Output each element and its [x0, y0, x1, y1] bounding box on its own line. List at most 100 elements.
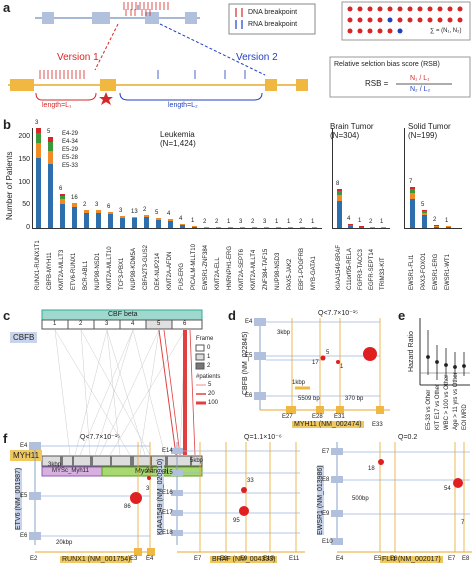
patients-title: #patients	[196, 374, 221, 380]
solid-segment	[410, 193, 415, 200]
frame-2: 2	[207, 363, 211, 369]
leukemia-bar	[84, 209, 89, 228]
panel-label-d: d	[228, 308, 236, 323]
brain-segment	[348, 225, 353, 228]
b-yaxis	[32, 128, 33, 228]
leukemia-bar	[216, 227, 221, 228]
b-ytick: 200	[18, 133, 30, 141]
leukemia-value-label: 13	[131, 208, 138, 215]
b-brain-yaxis	[332, 128, 333, 228]
leukemia-segment	[156, 218, 161, 220]
panel-label-e: e	[398, 308, 406, 323]
patients-5: 5	[208, 382, 212, 388]
leukemia-value-label: 6	[107, 204, 111, 211]
leukemia-value-label: 2	[143, 207, 147, 214]
f2-junction-plot	[171, 442, 305, 553]
leukemia-bar	[204, 227, 209, 228]
leukemia-bar	[60, 193, 65, 228]
f3-ex-0: E4	[336, 556, 344, 562]
leukemia-segment	[60, 195, 65, 200]
patients-100: 100	[208, 400, 219, 406]
rsb-label: RSB =	[365, 79, 389, 88]
f2-ey-2: E16	[162, 490, 173, 496]
myh11-gene-label: MYH11	[10, 450, 43, 461]
leukemia-segment	[60, 199, 65, 205]
f3-scale1: 500bp	[352, 496, 369, 502]
sum-label: ∑ = (N₁, N₂)	[430, 28, 462, 34]
length1-label: length=L₁	[42, 102, 72, 109]
leukemia-segment	[312, 227, 317, 228]
brain-title: Brain Tumor	[330, 122, 374, 131]
f1-n22: 22	[146, 468, 153, 474]
dna-breakpoint-arrows	[123, 2, 169, 16]
solid-segment	[410, 199, 415, 228]
leukemia-bar	[264, 226, 269, 228]
f1-junction-plot	[29, 442, 155, 556]
brain-bar	[359, 226, 364, 228]
f1-ex-2: E4	[146, 556, 154, 562]
panel-label-c: c	[3, 308, 11, 323]
f3-ex-2: E6	[390, 556, 398, 562]
brain-segment	[381, 227, 386, 228]
rsb-numerator: N₁ / L₁	[410, 75, 430, 82]
leukemia-segment	[192, 226, 197, 228]
brain-segment	[359, 226, 364, 228]
myosin-tail-label: Myosin tail	[135, 468, 169, 475]
b-xaxis	[32, 228, 322, 229]
brain-value-label: 1	[380, 219, 384, 226]
leukemia-bar	[48, 137, 53, 228]
e4-29-label: E4-29	[62, 131, 79, 137]
cbf-beta-label: CBF beta	[108, 311, 138, 318]
leukemia-bar	[288, 227, 293, 228]
f2-ex-4: E11	[289, 556, 300, 562]
leukemia-segment	[36, 158, 41, 228]
rsb-denominator: N₂ / L₂	[410, 86, 431, 93]
f2-ex-1: E8	[220, 556, 228, 562]
solid-value-label: 7	[409, 179, 413, 186]
b-brain-xaxis	[332, 228, 390, 229]
solid-bar	[410, 187, 415, 228]
leukemia-value-label: 3	[263, 218, 267, 225]
leukemia-value-label: 16	[71, 195, 78, 201]
d-e28: E28	[312, 414, 323, 420]
leukemia-segment	[204, 227, 209, 228]
leukemia-value-label: 3	[35, 120, 39, 126]
e4-34-label: E4-34	[62, 139, 79, 145]
leukemia-value-label: 5	[155, 210, 159, 216]
solid-segment	[422, 215, 427, 228]
leukemia-segment	[84, 209, 89, 213]
d-q-value: Q<7.7×10⁻¹⁵	[318, 310, 359, 317]
leukemia-segment	[156, 219, 161, 228]
b-axes: 0 50 100 150 200 3 RUNX1-RUNX1T1 5 CBFB-MYH11 6 KM…	[18, 120, 474, 290]
leukemia-bar	[168, 219, 173, 228]
f2-q: Q=1.1×10⁻⁶	[244, 434, 282, 441]
solid-segment	[410, 187, 415, 190]
f3-n7: 7	[461, 520, 465, 526]
leukemia-bar	[36, 128, 41, 228]
f1-ey-0: E4	[20, 443, 28, 449]
d-n17: 17	[312, 360, 319, 366]
leukemia-bar	[276, 227, 281, 228]
panel-label-b: b	[3, 117, 11, 132]
leukemia-bar	[252, 227, 257, 228]
leukemia-bar	[180, 223, 185, 228]
d-e27: E27	[282, 414, 293, 420]
leukemia-value-label: 2	[215, 219, 219, 226]
f3-ey-3: E10	[322, 539, 333, 545]
brain-bar	[381, 227, 386, 228]
solid-value-label: 2	[433, 217, 437, 224]
leukemia-bar	[312, 227, 317, 228]
brain-bar	[348, 224, 353, 228]
leukemia-segment	[60, 204, 65, 228]
f1-ex-0: E2	[30, 556, 38, 562]
leukemia-segment	[264, 226, 269, 228]
leukemia-value-label: 4	[179, 215, 183, 222]
d-gene-x: MYH11 (NM_002474)	[292, 421, 364, 428]
version1-label: Version 1	[57, 52, 99, 63]
leukemia-bar	[156, 218, 161, 228]
d-e33: E33	[372, 422, 383, 428]
